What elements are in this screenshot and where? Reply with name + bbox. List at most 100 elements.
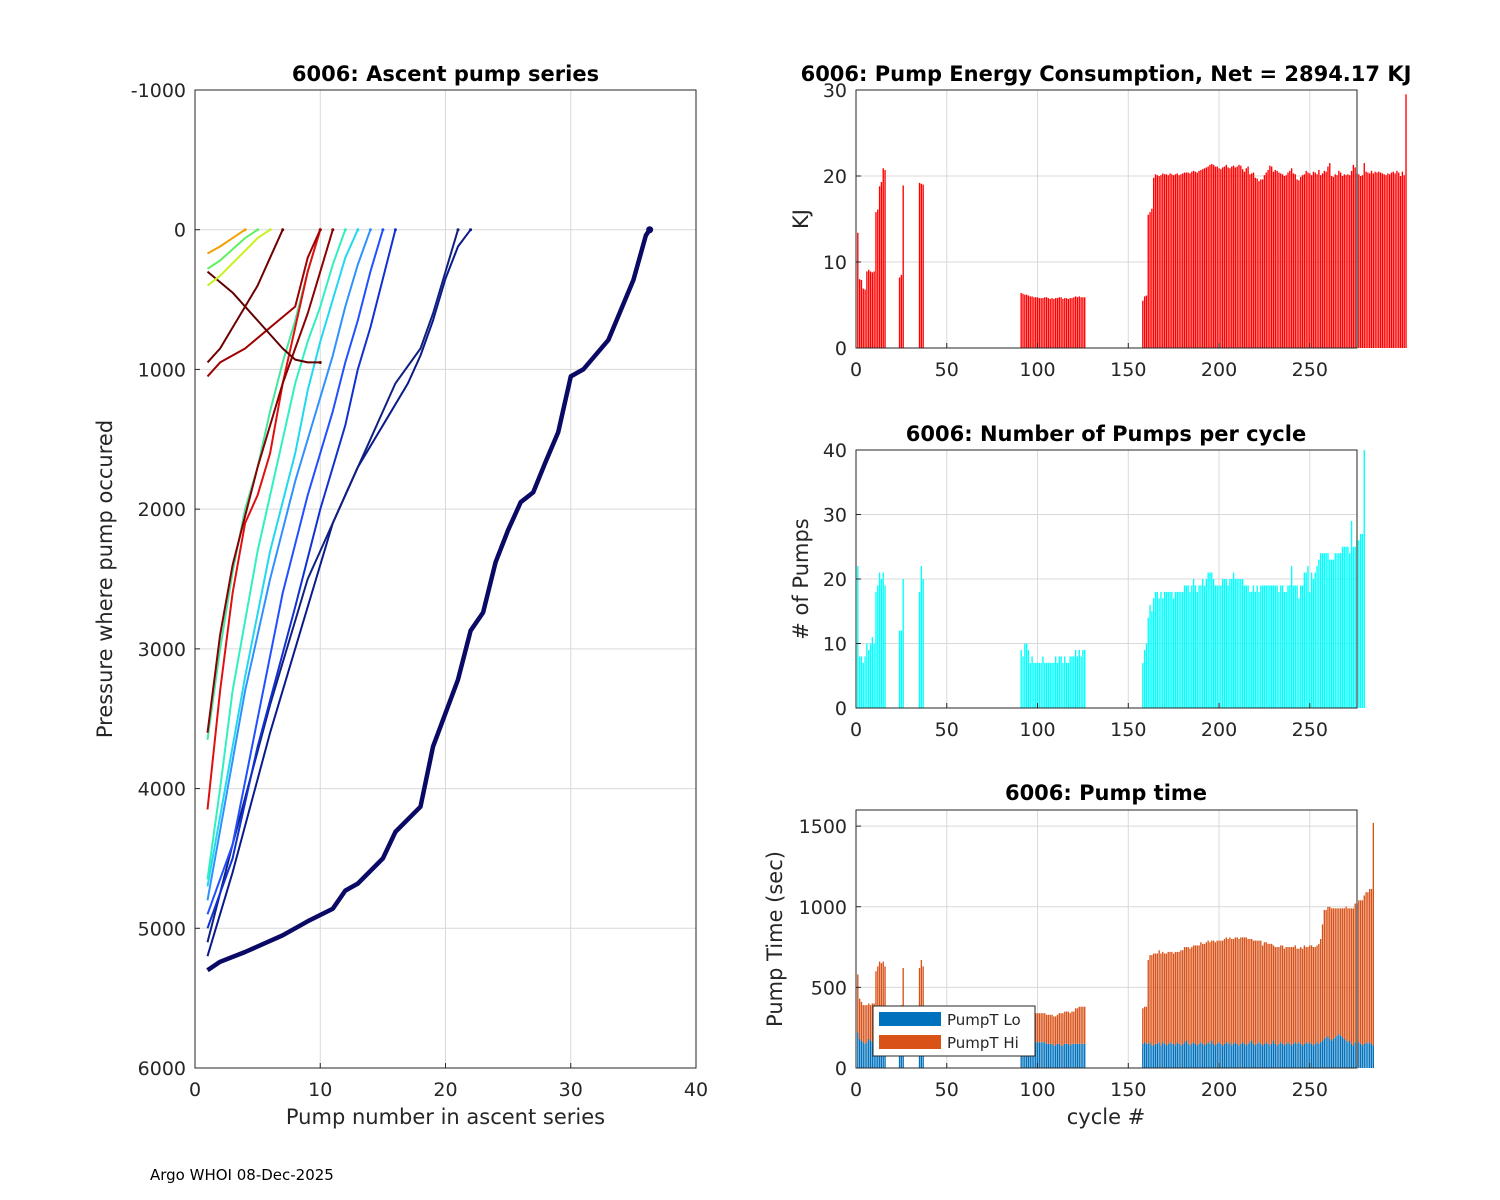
pumptime-bar-lo [1343, 1038, 1345, 1068]
pumps-bar [1182, 591, 1184, 708]
pumps-bar [1216, 585, 1218, 708]
pumptime-bar-lo [1231, 1045, 1233, 1068]
energy-bar [1238, 164, 1240, 348]
pumptime-bar-hi [860, 1001, 863, 1041]
energy-bar [1060, 297, 1062, 348]
pumptime-bar-lo [1294, 1042, 1296, 1068]
energy-bar [1203, 168, 1206, 348]
series-end-point [331, 228, 335, 232]
series-end-point [343, 228, 347, 232]
energy-bar [1349, 175, 1351, 348]
energy-bar [862, 288, 864, 348]
pumptime-bar-hi [1038, 1013, 1041, 1043]
pumptime-bar-hi [1182, 950, 1184, 1044]
energy-bar [1300, 176, 1302, 348]
pumptime-xtick-label: 200 [1201, 1079, 1237, 1101]
pumptime-bar-lo [1341, 1037, 1344, 1068]
series-end-point [318, 228, 322, 232]
pumptime-bar-hi [871, 1003, 874, 1043]
pumptime-bar-hi [1153, 953, 1155, 1046]
energy-bar [1301, 175, 1304, 348]
energy-bar [1243, 171, 1246, 348]
pumptime-bar-lo [1084, 1043, 1086, 1068]
pumps-bar [1220, 585, 1222, 708]
energy-xticks: 0 50 100 150 200 250 [850, 343, 1328, 381]
pumptime-bar-lo [1142, 1043, 1144, 1068]
pumps-bar [1076, 656, 1079, 708]
energy-bar [1285, 175, 1287, 348]
energy-bar [1358, 174, 1360, 348]
pumptime-bar-lo [1254, 1045, 1257, 1068]
energy-bar [1336, 175, 1338, 348]
pumps-bar [1156, 591, 1159, 708]
pumptime-bar-hi [1347, 908, 1349, 1043]
pumptime-bar-lo [1176, 1042, 1178, 1068]
pumptime-bar-lo [1074, 1043, 1077, 1068]
pumptime-bar-hi [1325, 909, 1327, 1038]
pumps-bar [1171, 591, 1173, 708]
pumps-bar [858, 656, 861, 708]
pumptime-bar-hi [1200, 942, 1202, 1043]
pumptime-bar-lo [858, 1038, 861, 1068]
pumptime-bar-lo [1305, 1042, 1307, 1068]
pumptime-bar-hi [1167, 951, 1169, 1044]
energy-bar [1289, 170, 1291, 348]
pumptime-bar-hi [1258, 940, 1260, 1043]
pumps-bar [1240, 579, 1242, 708]
pumptime-bar-lo [1054, 1045, 1057, 1068]
pumptime-bar-hi [1047, 1014, 1050, 1044]
pumptime-bar-hi [1276, 947, 1278, 1046]
pumptime-bar-hi [1172, 953, 1175, 1044]
pumps-bar [1069, 656, 1071, 708]
pumptime-bar-hi [1260, 940, 1262, 1044]
pumptime-bar-lo [1185, 1040, 1188, 1068]
energy-bar [1073, 297, 1075, 348]
ascent-ytick-label: 6000 [138, 1058, 186, 1080]
pumps-bar [1254, 591, 1257, 708]
ascent-ytick-label: 4000 [138, 779, 186, 801]
energy-yticks: 0 10 20 30 [823, 80, 861, 360]
pumps-bar [1191, 585, 1193, 708]
ascent-xtick-label: 40 [684, 1079, 708, 1101]
pumps-bar [1027, 649, 1030, 708]
energy-bar [1025, 294, 1028, 348]
pumptime-bar-hi [1369, 889, 1371, 1043]
pumps-bar [1044, 662, 1046, 708]
energy-bar [1214, 166, 1217, 348]
energy-bar [1280, 173, 1282, 348]
pumptime-bar-hi [1283, 948, 1286, 1046]
pumps-bar [1174, 591, 1177, 708]
pumps-bar [1303, 572, 1306, 708]
pumptime-bar-lo [1314, 1043, 1316, 1068]
energy-bar [1316, 174, 1318, 348]
pumps-grid [856, 450, 1357, 708]
energy-frame [855, 89, 1358, 349]
energy-bar [1029, 296, 1031, 348]
pumptime-bar-hi [1084, 1006, 1086, 1044]
energy-bar [1176, 173, 1178, 348]
pumptime-ytick-label: 0 [835, 1058, 847, 1080]
pumptime-bar-hi [1249, 939, 1251, 1043]
energy-bar [1044, 297, 1046, 348]
pumps-bar [1225, 579, 1227, 708]
pumptime-bar-lo [1260, 1043, 1262, 1068]
pumps-xtick-label: 50 [935, 719, 959, 741]
pumptime-frame [855, 809, 1358, 1069]
ascent-ytick-label: 0 [174, 220, 186, 242]
pumptime-bar-hi [1054, 1016, 1057, 1046]
pumptime-bar-hi [1198, 945, 1200, 1044]
energy-bar [1387, 173, 1389, 348]
legend-swatch-hi [879, 1035, 941, 1049]
energy-bar [1399, 176, 1402, 348]
energy-bar [1209, 164, 1211, 348]
pumps-bar [1187, 585, 1189, 708]
pumps-bar [1256, 585, 1258, 708]
energy-bar [1212, 164, 1215, 348]
pumptime-bar-hi [1287, 947, 1289, 1043]
pumptime-bar-hi [1051, 1014, 1053, 1044]
energy-bar [1376, 172, 1378, 348]
pumps-bar [1176, 591, 1178, 708]
pumptime-bar-lo [1042, 1042, 1044, 1068]
pumptime-bar-lo [1212, 1043, 1215, 1068]
energy-bar [1042, 298, 1044, 348]
